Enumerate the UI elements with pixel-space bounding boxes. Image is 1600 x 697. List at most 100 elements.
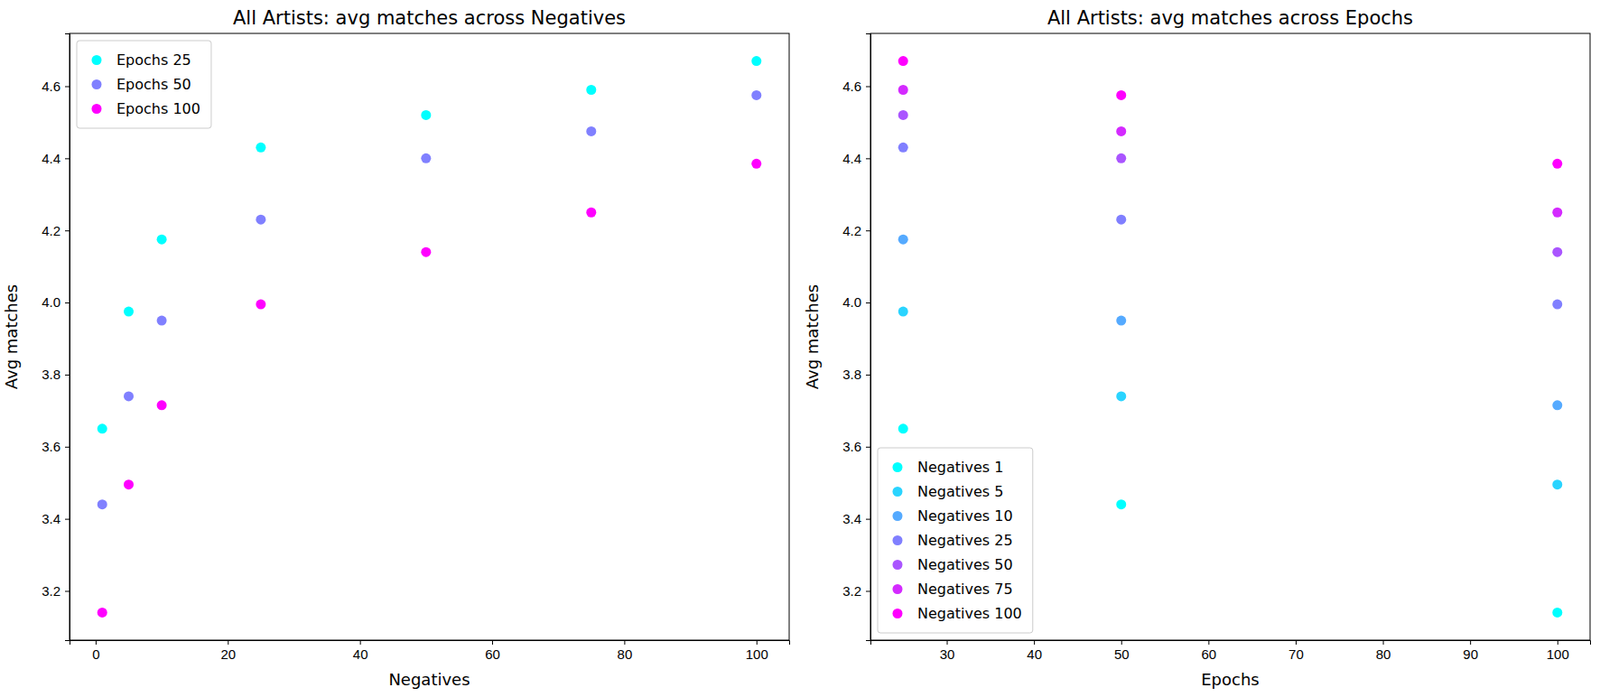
series — [898, 55, 1563, 169]
point — [1552, 479, 1563, 490]
legend-label: Negatives 5 — [917, 483, 1004, 501]
point — [1552, 299, 1563, 310]
point — [1116, 316, 1126, 326]
y-label: Avg matches — [1, 284, 21, 390]
y-tick-mark — [65, 590, 70, 592]
point — [255, 214, 266, 225]
point — [898, 306, 909, 317]
point — [123, 390, 134, 401]
legend-marker — [893, 584, 903, 595]
plot-area — [898, 55, 1563, 618]
series — [898, 234, 1563, 411]
y-tick-mark — [65, 85, 70, 87]
x-axis: 020406080100 — [70, 640, 791, 662]
y-tick: 4.4 — [41, 150, 70, 167]
y-tick: 4.2 — [842, 223, 871, 239]
legend-label: Negatives 100 — [917, 604, 1023, 623]
legend-box — [76, 40, 212, 129]
y-tick-label: 4.6 — [41, 78, 61, 94]
x-tick: 100 — [1546, 640, 1570, 662]
y-tick-label: 3.8 — [41, 366, 61, 382]
legend-marker — [92, 103, 103, 114]
legend-marker — [893, 608, 903, 619]
point — [898, 234, 909, 245]
x-tick-mark — [492, 640, 494, 645]
legend: Negatives 1Negatives 5Negatives 10Negati… — [877, 447, 1033, 633]
point — [586, 207, 596, 218]
x-tick: 70 — [1288, 640, 1304, 662]
x-tick: 20 — [220, 640, 236, 662]
x-tick-label: 80 — [1376, 646, 1392, 662]
y-axis: 3.23.43.63.84.04.24.44.6 — [842, 34, 871, 642]
y-tick-label: 4.2 — [842, 223, 862, 239]
plot-frame — [69, 33, 790, 641]
series — [97, 158, 763, 618]
x-tick-label: 0 — [92, 646, 100, 662]
point — [898, 84, 909, 95]
y-tick-label: 3.2 — [41, 583, 61, 599]
y-tick: 4.4 — [842, 150, 871, 167]
point — [586, 126, 596, 137]
y-tick-mark — [865, 158, 871, 159]
y-tick-label: 3.4 — [842, 511, 862, 527]
y-tick-mark — [865, 519, 871, 521]
y-tick-mark — [65, 519, 70, 521]
x-axis: 30405060708090100 — [871, 640, 1591, 662]
x-tick-mark — [947, 640, 949, 645]
point — [1552, 207, 1563, 218]
point — [898, 55, 909, 66]
point — [586, 84, 596, 95]
y-tick-mark — [865, 374, 871, 376]
x-tick-label: 40 — [1026, 646, 1042, 662]
y-tick-mark — [865, 230, 871, 232]
y-tick-mark — [65, 374, 70, 376]
x-tick: 80 — [1376, 640, 1392, 662]
x-axis-line — [70, 641, 791, 646]
series — [898, 306, 1563, 491]
legend-marker — [92, 55, 103, 66]
y-tick-mark — [65, 158, 70, 159]
y-tick-mark — [865, 85, 871, 87]
x-tick-label: 100 — [745, 646, 769, 662]
y-tick: 4.2 — [41, 223, 70, 239]
point — [420, 153, 431, 164]
point — [157, 234, 168, 245]
legend-marker — [893, 559, 903, 570]
y-label: Avg matches — [802, 284, 822, 390]
x-tick-mark — [1469, 640, 1471, 645]
legend-label: Negatives 50 — [917, 556, 1014, 574]
y-tick-mark — [65, 230, 70, 232]
y-tick-mark — [865, 590, 871, 592]
legend: Epochs 25Epochs 50Epochs 100 — [76, 40, 212, 129]
x-tick-mark — [1383, 640, 1385, 645]
y-tick-label: 3.8 — [842, 366, 862, 382]
x-tick: 0 — [92, 640, 100, 662]
y-tick-label: 4.0 — [842, 294, 862, 310]
point — [1116, 214, 1126, 225]
plot-area — [97, 55, 763, 618]
legend-label: Epochs 50 — [116, 75, 192, 94]
x-label: Negatives — [388, 669, 470, 689]
series — [97, 90, 763, 510]
legend-box — [877, 447, 1033, 633]
y-tick: 3.4 — [842, 511, 871, 527]
y-tick-mark — [65, 302, 70, 304]
series — [898, 110, 1563, 258]
x-tick: 100 — [745, 640, 769, 662]
legend-marker — [92, 79, 103, 90]
title: All Artists: avg matches across Negative… — [232, 7, 626, 29]
point — [1552, 607, 1563, 618]
x-tick-mark — [1121, 640, 1123, 645]
x-tick-mark — [756, 640, 758, 645]
y-tick-label: 3.6 — [41, 438, 61, 455]
y-tick-label: 4.0 — [41, 294, 61, 310]
point — [255, 142, 266, 153]
legend-label: Negatives 10 — [917, 507, 1014, 525]
x-tick-label: 60 — [484, 646, 501, 662]
x-tick: 50 — [1114, 640, 1130, 662]
chart: 304050607080901003.23.43.63.84.04.24.44.… — [802, 7, 1591, 689]
point — [1552, 400, 1563, 410]
y-tick: 3.4 — [41, 511, 70, 527]
point — [157, 316, 168, 326]
x-label: Epochs — [1200, 669, 1260, 689]
